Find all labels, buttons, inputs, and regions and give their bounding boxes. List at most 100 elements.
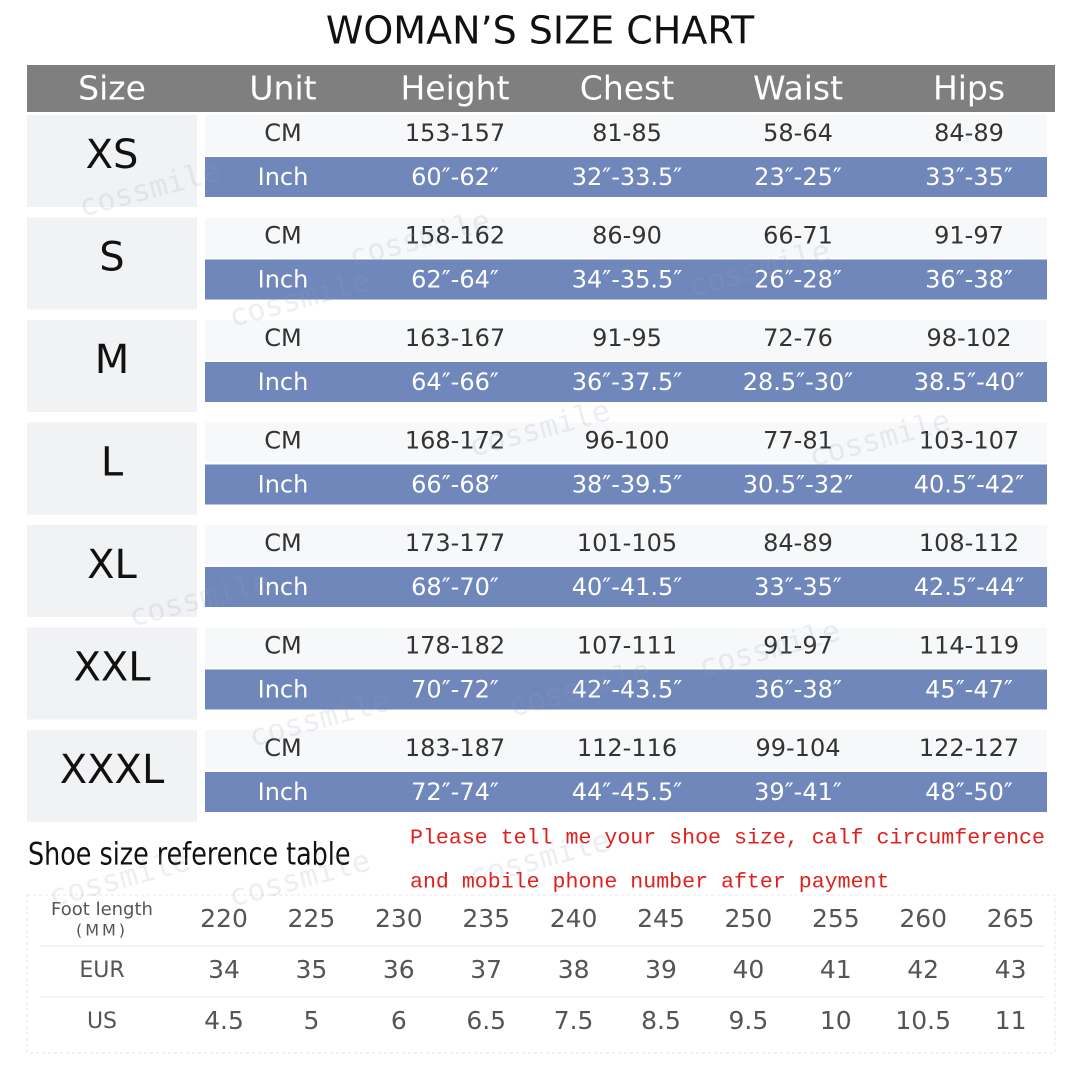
cm-row-bg <box>205 730 1047 770</box>
inch-value: 72″-74″ <box>411 778 499 806</box>
cm-value: 96-100 <box>584 427 669 455</box>
cm-value: 114-119 <box>919 632 1019 660</box>
cm-value: 112-116 <box>577 734 677 762</box>
inch-row-bar <box>205 567 1047 607</box>
shoe-value: 43 <box>995 955 1027 984</box>
shoe-value: 255 <box>812 904 860 933</box>
inch-value: 38″-39.5″ <box>572 471 683 499</box>
shoe-value: 35 <box>295 955 327 984</box>
cm-value: 91-95 <box>592 324 662 352</box>
shoe-value: 250 <box>725 904 773 933</box>
shoe-value: 5 <box>303 1006 319 1035</box>
shoe-value: 38 <box>558 955 590 984</box>
shoe-value: 240 <box>550 904 598 933</box>
inch-value: 28.5″-30″ <box>743 368 854 396</box>
inch-row-bar <box>205 259 1047 300</box>
shoe-title: Shoe size reference table <box>28 836 351 872</box>
shoe-value: 36 <box>383 955 415 984</box>
header-cell: Chest <box>580 69 674 108</box>
inch-row-bar <box>205 362 1047 402</box>
shoe-value: 225 <box>288 904 336 933</box>
size-label: XXXL <box>60 747 165 793</box>
cm-value: 183-187 <box>405 734 505 762</box>
unit-label: CM <box>264 632 301 660</box>
size-label: S <box>99 235 124 281</box>
cm-value: 178-182 <box>405 632 505 660</box>
size-cell-bg <box>27 422 197 515</box>
shoe-value: 9.5 <box>729 1006 769 1035</box>
size-cell-bg <box>27 320 197 412</box>
inch-value: 38.5″-40″ <box>914 368 1025 396</box>
cm-row-bg <box>205 422 1047 463</box>
inch-value: 70″-72″ <box>411 676 499 704</box>
size-cell-bg <box>27 525 197 617</box>
cm-value: 91-97 <box>763 632 833 660</box>
inch-row-bar <box>205 772 1047 812</box>
shoe-value: 4.5 <box>204 1006 244 1035</box>
shoe-value: 6 <box>391 1006 407 1035</box>
shoe-row-label: (MM) <box>76 921 128 940</box>
unit-label: CM <box>264 427 301 455</box>
shoe-value: 40 <box>732 955 764 984</box>
header-cell: Height <box>400 69 509 108</box>
cm-value: 122-127 <box>919 734 1019 762</box>
inch-value: 23″-25″ <box>754 163 842 191</box>
inch-row-bar <box>205 157 1047 197</box>
inch-row-bar <box>205 669 1047 710</box>
cm-value: 107-111 <box>577 632 677 660</box>
size-cell-bg <box>27 627 197 720</box>
header-cell: Size <box>78 69 146 108</box>
cm-value: 77-81 <box>763 427 833 455</box>
shoe-value: 6.5 <box>466 1006 506 1035</box>
inch-value: 33″-35″ <box>925 163 1013 191</box>
header-cell: Waist <box>753 69 843 108</box>
unit-label: CM <box>264 734 301 762</box>
shoe-value: 34 <box>208 955 240 984</box>
unit-label: CM <box>264 222 301 250</box>
unit-label: Inch <box>258 471 309 499</box>
inch-value: 66″-68″ <box>411 471 499 499</box>
unit-label: CM <box>264 529 301 557</box>
size-cell-bg <box>27 217 197 310</box>
shoe-value: 245 <box>637 904 685 933</box>
cm-row-bg <box>205 627 1047 668</box>
unit-label: CM <box>264 119 301 147</box>
inch-value: 60″-62″ <box>411 163 499 191</box>
cm-value: 153-157 <box>405 119 505 147</box>
inch-value: 32″-33.5″ <box>572 163 683 191</box>
size-cell-bg <box>27 115 197 207</box>
inch-value: 45″-47″ <box>925 676 1013 704</box>
unit-label: Inch <box>258 266 309 294</box>
shoe-value: 265 <box>987 904 1035 933</box>
cm-value: 163-167 <box>405 324 505 352</box>
cm-value: 98-102 <box>926 324 1011 352</box>
inch-value: 40.5″-42″ <box>914 471 1025 499</box>
shoe-value: 11 <box>995 1006 1027 1035</box>
header-cell: Unit <box>249 69 316 108</box>
inch-value: 30.5″-32″ <box>743 471 854 499</box>
header-cell: Hips <box>933 69 1005 108</box>
inch-value: 36″-38″ <box>925 266 1013 294</box>
cm-value: 84-89 <box>934 119 1004 147</box>
chart-title: WOMAN’S SIZE CHART <box>326 9 755 53</box>
cm-value: 99-104 <box>755 734 840 762</box>
shoe-value: 41 <box>820 955 852 984</box>
shoe-value: 260 <box>899 904 947 933</box>
note-line: Please tell me your shoe size, calf circ… <box>410 827 1045 851</box>
size-label: XXL <box>73 645 151 691</box>
cm-value: 58-64 <box>763 119 833 147</box>
inch-value: 42″-43.5″ <box>572 676 683 704</box>
shoe-value: 235 <box>462 904 510 933</box>
shoe-value: 220 <box>200 904 248 933</box>
inch-value: 39″-41″ <box>754 778 842 806</box>
cm-value: 168-172 <box>405 427 505 455</box>
inch-value: 44″-45.5″ <box>572 778 683 806</box>
cm-value: 86-90 <box>592 222 662 250</box>
shoe-value: 7.5 <box>554 1006 594 1035</box>
size-cell-bg <box>27 730 197 822</box>
unit-label: CM <box>264 324 301 352</box>
unit-label: Inch <box>258 676 309 704</box>
cm-value: 72-76 <box>763 324 833 352</box>
unit-label: Inch <box>258 573 309 601</box>
shoe-value: 230 <box>375 904 423 933</box>
